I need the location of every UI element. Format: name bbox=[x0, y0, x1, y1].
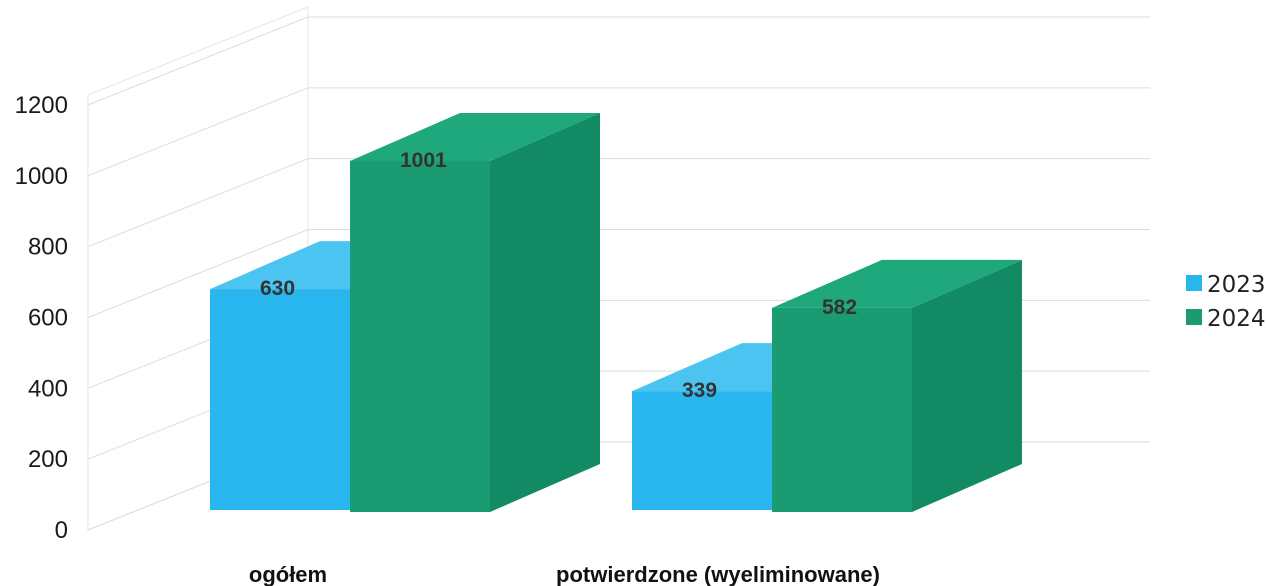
data-label: 1001 bbox=[400, 149, 447, 172]
data-labels: 630 339 1001 582 bbox=[260, 149, 857, 402]
x-axis-categories: ogółem potwierdzone (wyeliminowane) bbox=[249, 562, 880, 586]
bar-front-face bbox=[350, 161, 490, 513]
bar-front-face bbox=[210, 289, 350, 510]
bar-2024-0 bbox=[350, 113, 600, 513]
data-label: 339 bbox=[682, 379, 717, 402]
legend-label: 2024 bbox=[1207, 306, 1266, 332]
legend-swatch bbox=[1186, 309, 1202, 325]
gridline bbox=[87, 87, 1150, 177]
bar-2024-1 bbox=[772, 259, 1022, 512]
category-label: ogółem bbox=[249, 562, 327, 586]
bar-front-face bbox=[632, 391, 772, 510]
legend: 2023 2024 bbox=[1186, 272, 1266, 332]
bars bbox=[210, 113, 1022, 513]
y-tick-label: 800 bbox=[28, 234, 68, 261]
bar-top-face bbox=[772, 259, 1022, 308]
legend-item: 2024 bbox=[1186, 306, 1266, 332]
bar-side-face bbox=[490, 113, 600, 512]
legend-item: 2023 bbox=[1186, 272, 1266, 298]
y-tick-label: 0 bbox=[55, 517, 68, 544]
gridline bbox=[87, 229, 1150, 318]
y-tick-label: 1200 bbox=[15, 92, 68, 119]
gridline bbox=[87, 158, 1150, 248]
category-label: potwierdzone (wyeliminowane) bbox=[556, 562, 880, 586]
y-axis-ticks: 0 200 400 600 800 1000 1200 bbox=[15, 92, 68, 544]
legend-label: 2023 bbox=[1207, 272, 1266, 298]
y-tick-label: 200 bbox=[28, 446, 68, 473]
data-label: 582 bbox=[822, 296, 857, 319]
data-label: 630 bbox=[260, 277, 295, 300]
y-tick-label: 400 bbox=[28, 375, 68, 402]
bar-top-face bbox=[350, 113, 600, 162]
gridline bbox=[87, 16, 1150, 106]
bar-front-face bbox=[772, 307, 912, 512]
bar-side-face bbox=[912, 259, 1022, 512]
legend-swatch bbox=[1186, 275, 1202, 291]
y-tick-label: 600 bbox=[28, 305, 68, 332]
y-tick-label: 1000 bbox=[15, 163, 68, 190]
